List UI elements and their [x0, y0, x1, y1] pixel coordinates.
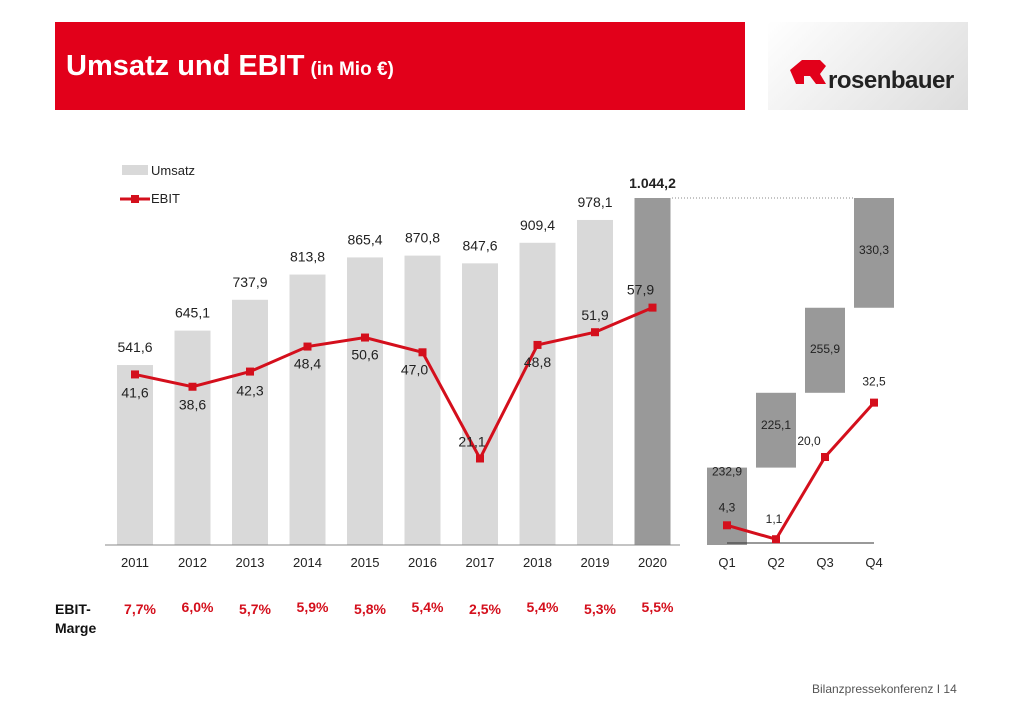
umsatz-label-2019: 978,1: [577, 194, 612, 210]
legend-umsatz-swatch: [122, 165, 148, 175]
title-banner: [55, 22, 745, 110]
umsatz-bar-2017: [462, 263, 498, 545]
ebit-margin-label-0: EBIT-: [55, 601, 91, 617]
ebit-label-2019: 51,9: [581, 307, 608, 323]
ebit-margin-2012: 6,0%: [182, 599, 214, 615]
umsatz-label-2017: 847,6: [462, 237, 497, 253]
quarter-umsatz-label-Q1: 232,9: [712, 465, 742, 479]
x-tick-2012: 2012: [178, 555, 207, 570]
umsatz-bar-2012: [174, 330, 211, 545]
ebit-marker-2018: [533, 340, 542, 349]
ebit-marker-2020: [648, 303, 657, 312]
quarter-ebit-marker-Q4: [870, 398, 878, 407]
ebit-label-2018: 48,8: [524, 354, 551, 370]
ebit-label-2013: 42,3: [236, 383, 263, 399]
quarter-ebit-label-Q1: 4,3: [719, 500, 736, 514]
logo-graphic: rosenbauer: [790, 60, 954, 94]
ebit-label-2015: 50,6: [351, 347, 378, 363]
ebit-marker-2014: [303, 342, 312, 351]
ebit-marker-2011: [131, 370, 139, 379]
quarter-tick-Q1: Q1: [718, 555, 735, 570]
x-tick-2014: 2014: [293, 555, 322, 570]
legend-umsatz-label: Umsatz: [151, 163, 195, 178]
quarter-ebit-line: [726, 401, 876, 541]
quarter-ebit-marker-Q2: [772, 535, 780, 544]
quarter-ebit-label-Q3: 20,0: [797, 434, 821, 448]
quarter-ebit-marker-Q3: [821, 453, 829, 461]
ebit-margin-2016: 5,4%: [412, 599, 444, 615]
quarter-tick-Q2: Q2: [767, 555, 784, 570]
umsatz-bar-2014: [289, 274, 326, 545]
ebit-marker-2013: [246, 367, 254, 376]
ebit-label-2016: 47,0: [401, 361, 428, 377]
svg-text:rosenbauer: rosenbauer: [828, 67, 954, 94]
ebit-marker-2019: [591, 328, 599, 337]
x-tick-2018: 2018: [523, 555, 552, 570]
umsatz-label-2013: 737,9: [232, 274, 267, 290]
rosenbauer-logo: rosenbauer: [768, 22, 968, 110]
ebit-margin-2018: 5,4%: [527, 599, 559, 615]
umsatz-bar-2015: [347, 257, 383, 545]
ebit-margin-2014: 5,9%: [297, 599, 329, 615]
umsatz-label-2011: 541,6: [117, 339, 152, 355]
umsatz-bar-2018: [519, 242, 556, 545]
ebit-margin-2017: 2,5%: [469, 601, 501, 617]
legend-ebit-marker: [131, 195, 139, 203]
x-tick-2015: 2015: [351, 555, 380, 570]
quarter-tick-Q3: Q3: [816, 555, 833, 570]
title-unit: (in Mio €): [310, 59, 394, 80]
umsatz-bar-2019: [577, 219, 613, 545]
footer-text: Bilanzpressekonferenz I 14: [812, 682, 957, 696]
quarter-ebit-marker-Q1: [723, 521, 731, 530]
ebit-margin-2020: 5,5%: [642, 599, 674, 615]
legend-ebit-label: EBIT: [151, 191, 180, 206]
quarter-umsatz-label-Q3: 255,9: [810, 342, 840, 356]
quarter-umsatz-label-Q4: 330,3: [859, 243, 889, 257]
ebit-label-2012: 38,6: [179, 397, 206, 413]
quarter-ebit-label-Q2: 1,1: [766, 512, 783, 526]
x-tick-2011: 2011: [121, 555, 149, 570]
quarter-bar-Q4: [854, 198, 894, 308]
ebit-margin-2015: 5,8%: [354, 601, 386, 617]
ebit-margin-label-1: Marge: [55, 620, 96, 636]
umsatz-bar-2016: [404, 255, 441, 545]
ebit-margin-2011: 7,7%: [124, 601, 156, 617]
x-tick-2020: 2020: [638, 555, 667, 570]
umsatz-label-2015: 865,4: [347, 231, 382, 247]
umsatz-label-2020: 1.044,2: [629, 175, 676, 191]
ebit-marker-2012: [188, 382, 197, 391]
ebit-margin-2013: 5,7%: [239, 601, 271, 617]
umsatz-label-2018: 909,4: [520, 217, 555, 233]
ebit-marker-2015: [361, 333, 369, 342]
x-tick-2013: 2013: [236, 555, 265, 570]
quarter-bar-Q3: [805, 307, 845, 393]
ebit-label-2020: 57,9: [627, 282, 654, 298]
x-tick-2019: 2019: [581, 555, 610, 570]
umsatz-bar-2013: [232, 299, 268, 545]
umsatz-bar-2011: [117, 365, 153, 545]
ebit-label-2011: 41,6: [121, 384, 148, 400]
quarter-bar-Q2: [756, 392, 796, 468]
ebit-marker-2017: [476, 454, 484, 463]
umsatz-label-2014: 813,8: [290, 249, 325, 265]
ebit-label-2014: 48,4: [294, 356, 321, 372]
ebit-margin-2019: 5,3%: [584, 601, 616, 617]
quarter-umsatz-label-Q2: 225,1: [761, 418, 791, 432]
quarter-tick-Q4: Q4: [865, 555, 882, 570]
quarter-ebit-label-Q4: 32,5: [862, 375, 886, 389]
umsatz-label-2016: 870,8: [405, 230, 440, 246]
x-tick-2017: 2017: [466, 555, 495, 570]
x-tick-2016: 2016: [408, 555, 437, 570]
quarter-bar-Q1: [707, 467, 747, 545]
ebit-marker-2016: [418, 348, 427, 357]
umsatz-label-2012: 645,1: [175, 305, 210, 321]
title-text: Umsatz und EBIT: [66, 50, 305, 82]
ebit-label-2017: 21,1: [458, 433, 485, 449]
umsatz-bar-2020: [634, 198, 671, 545]
page-title: Umsatz und EBIT (in Mio €): [66, 50, 394, 83]
ebit-line: [134, 306, 654, 462]
